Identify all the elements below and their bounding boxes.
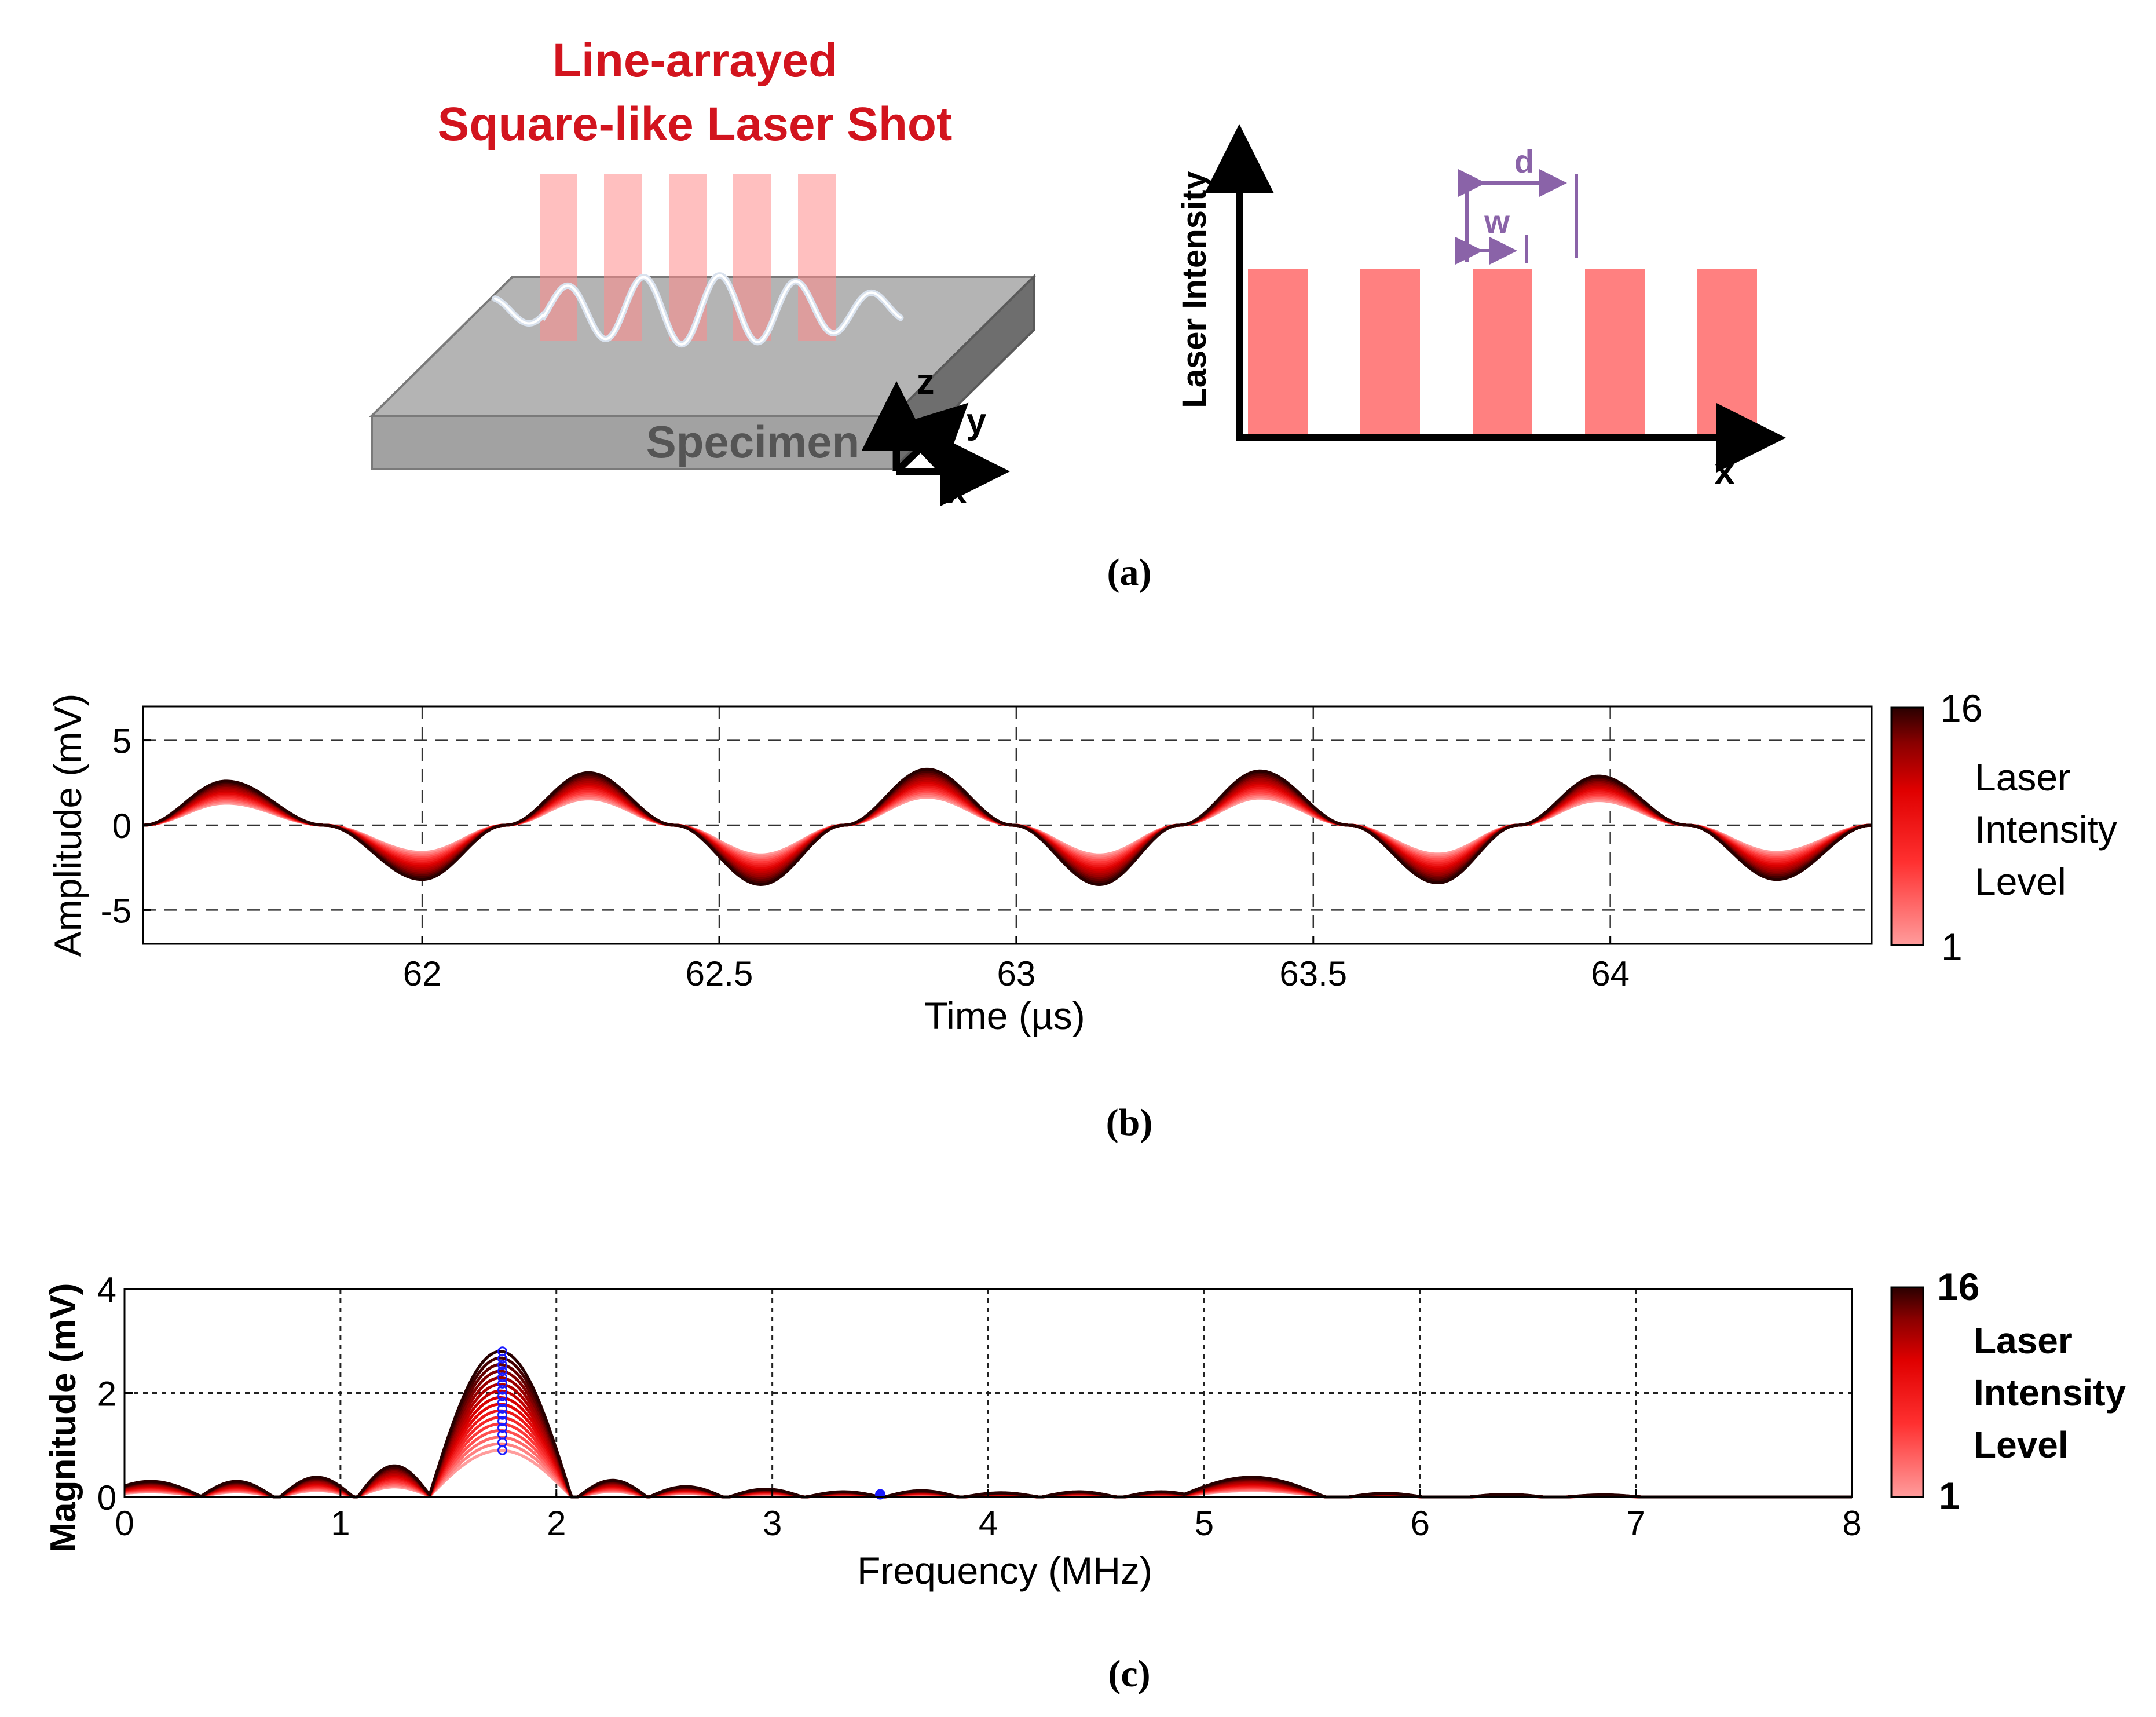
chart-c-peak-marker (497, 1385, 508, 1395)
laser-intensity-plot: Laser Intensity x d w (1176, 124, 1786, 492)
colorbar-c (1890, 1286, 1924, 1498)
chart-c-peak-marker (497, 1346, 508, 1357)
intensity-pulse (1248, 269, 1308, 438)
chart-b-xtick-label: 63 (997, 954, 1036, 993)
colorbar-b (1890, 706, 1924, 946)
caption-c: (c) (1108, 1653, 1150, 1695)
colorbar-c-label-3: Level (1974, 1424, 2069, 1466)
chart-c-peak-marker (497, 1397, 508, 1408)
chart-b-xtick-label: 64 (1591, 954, 1630, 993)
chart-c-peak-marker (497, 1403, 508, 1414)
chart-c-peak-marker (497, 1360, 508, 1370)
colorbar-b-max: 16 (1940, 687, 1982, 730)
time-signal-chart: 62 62.5 63 63.5 64 5 0 -5 (101, 705, 1873, 993)
axis-y-label: y (967, 401, 987, 441)
chart-c-xlabel: Frequency (MHz) (857, 1549, 1152, 1592)
chart-b-xtick-label: 62 (403, 954, 442, 993)
laser-beams (540, 174, 836, 341)
colorbar-b-label-2: Intensity (1975, 808, 2117, 851)
colorbar-c-label-1: Laser (1974, 1320, 2073, 1361)
chart-c-ylabel: Magnitude (mV) (43, 1283, 83, 1553)
intensity-pulse (1360, 269, 1420, 438)
dim-w-label: w (1484, 203, 1510, 240)
specimen-label: Specimen (646, 416, 859, 467)
chart-c-peak-marker (497, 1372, 508, 1383)
chart-c-ytick-label: 2 (97, 1375, 116, 1414)
panel-a-title-line2: Square-like Laser Shot (438, 98, 953, 151)
intensity-xlabel: x (1715, 452, 1735, 492)
chart-c-peak-marker (497, 1391, 508, 1401)
chart-c-xtick-label: 1 (331, 1504, 350, 1543)
chart-c-peak-marker (497, 1429, 508, 1440)
chart-b-ylabel: Amplitude (mV) (46, 694, 89, 957)
caption-a: (a) (1107, 551, 1152, 594)
colorbar-b-label-1: Laser (1975, 756, 2070, 799)
chart-b-series-16 (142, 767, 1872, 887)
intensity-pulses (1248, 269, 1757, 438)
chart-c-xtick-label: 3 (763, 1504, 782, 1543)
axis-z-label: z (917, 362, 935, 402)
chart-c-ytick-label: 4 (97, 1271, 116, 1309)
chart-c-xtick-label: 0 (115, 1504, 134, 1543)
panel-b: 62 62.5 63 63.5 64 5 0 -5 Time (µs) Amplitude (… (46, 687, 2117, 1144)
chart-c-peak-marker (497, 1366, 508, 1376)
chart-c-xtick-label: 6 (1411, 1504, 1430, 1543)
chart-c-xtick-label: 5 (1195, 1504, 1214, 1543)
panel-a-title-line1: Line-arrayed (552, 34, 837, 87)
chart-c-xtick-label: 8 (1842, 1504, 1861, 1543)
intensity-ylabel: Laser Intensity (1176, 171, 1213, 408)
panel-c: 0 1 2 3 4 5 6 7 8 0 2 4 Frequency (MHz) Magnitude (… (43, 1265, 2126, 1695)
colorbar-b-min: 1 (1941, 925, 1963, 968)
chart-c-extra-marker (875, 1489, 886, 1500)
dim-d-label: d (1514, 143, 1534, 180)
chart-c-ytick-label: 0 (97, 1478, 116, 1517)
chart-b-ytick-label: 0 (112, 807, 131, 845)
intensity-pulse (1473, 269, 1532, 438)
chart-b-xtick-label: 63.5 (1279, 954, 1347, 993)
chart-c-xtick-label: 2 (547, 1504, 566, 1543)
colorbar-c-max: 16 (1937, 1265, 1979, 1308)
intensity-pulse (1697, 269, 1757, 438)
panel-a: Line-arrayed Square-like Laser Shot Spec… (369, 34, 1786, 594)
chart-c-xtick-label: 7 (1626, 1504, 1645, 1543)
dimension-markers (1455, 169, 1578, 265)
chart-c-peak-marker (497, 1416, 508, 1426)
spectrum-chart: 0 1 2 3 4 5 6 7 8 0 2 4 (97, 1271, 1862, 1543)
colorbar-c-label-2: Intensity (1974, 1372, 2126, 1414)
chart-c-xtick-label: 4 (979, 1504, 998, 1543)
caption-b: (b) (1106, 1101, 1153, 1144)
colorbar-c-min: 1 (1939, 1474, 1960, 1517)
chart-b-xtick-label: 62.5 (686, 954, 753, 993)
coordinate-axes (862, 381, 1010, 506)
guided-wave-outline (494, 274, 902, 346)
intensity-pulse (1585, 269, 1645, 438)
chart-b-ytick-label: -5 (101, 891, 131, 930)
chart-b-xlabel: Time (µs) (924, 994, 1085, 1037)
chart-c-peak-marker (497, 1410, 508, 1420)
chart-c-peak-marker (497, 1423, 508, 1433)
colorbar-b-label-3: Level (1975, 860, 2066, 903)
chart-b-ytick-label: 5 (112, 722, 131, 761)
chart-c-peak-marker (497, 1378, 508, 1389)
axis-x-label: x (947, 471, 967, 511)
